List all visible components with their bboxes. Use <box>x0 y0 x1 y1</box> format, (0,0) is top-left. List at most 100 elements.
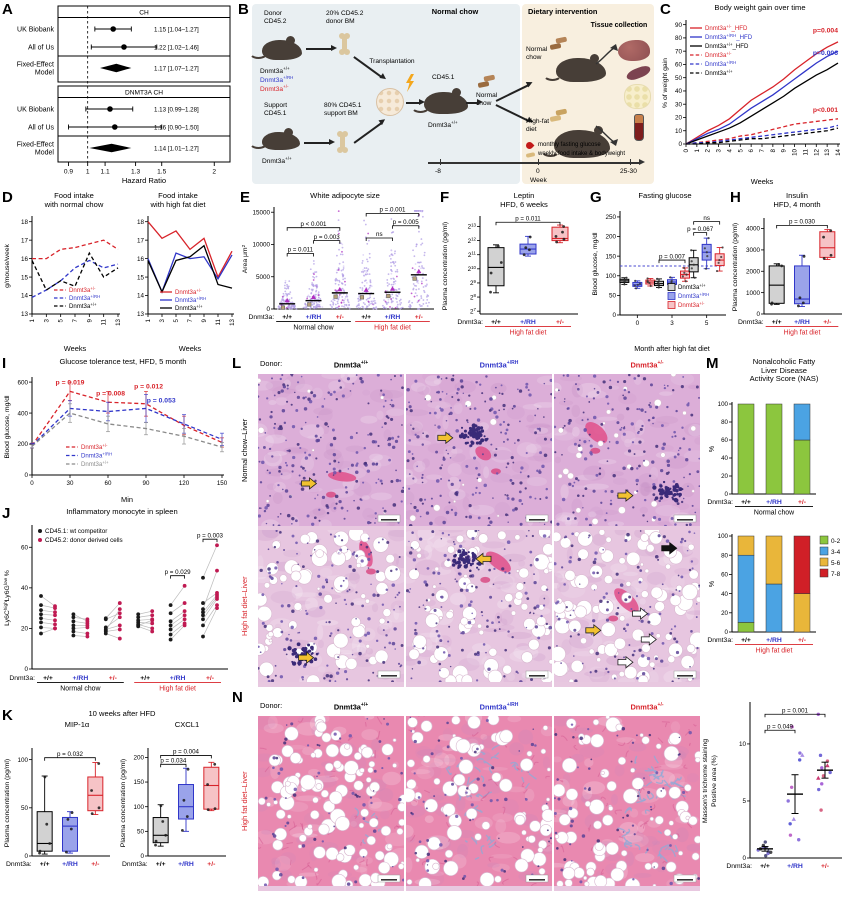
monocyte-chart: 0 20 40 60 Ly6Chigh​Ly6Glow​ % CD45.1: wt com… <box>2 519 232 711</box>
svg-text:7-8: 7-8 <box>831 571 841 578</box>
svg-text:Normal chow: Normal chow <box>60 686 100 693</box>
svg-text:200: 200 <box>605 234 616 241</box>
irradiation-lightning-icon <box>406 74 414 92</box>
svg-text:7: 7 <box>72 318 79 322</box>
svg-text:40: 40 <box>721 455 728 462</box>
gtt-chart: 0 200 400 600 Blood glucose, mg/dl 0 30 60 90 120… <box>2 369 230 509</box>
svg-text:High fat diet: High fat diet <box>374 325 411 332</box>
donor-arrow <box>306 45 337 51</box>
trichrome-ko <box>542 712 704 894</box>
svg-text:Dnmt3a:: Dnmt3a: <box>457 319 483 326</box>
svg-text:7: 7 <box>187 318 194 322</box>
n-donor-label: Donor: <box>260 701 283 710</box>
svg-text:11: 11 <box>802 148 809 155</box>
svg-text:29​: 29​ <box>470 279 477 287</box>
svg-text:40: 40 <box>675 88 683 95</box>
svg-text:+/-: +/- <box>798 499 806 506</box>
collection-arrows <box>595 44 618 146</box>
svg-text:Dnmt3a:: Dnmt3a: <box>122 861 148 868</box>
trichrome-quant-chart: 0 5 10 Masson's trichrome staining Positive … <box>700 690 846 900</box>
svg-text:2000: 2000 <box>746 268 761 275</box>
svg-text:+/+: +/+ <box>760 863 770 870</box>
hfd-mouse-icon <box>541 126 610 158</box>
svg-text:15: 15 <box>137 274 145 281</box>
svg-text:28​: 28​ <box>470 293 477 301</box>
svg-text:Dnmt3a+/RH​: Dnmt3a+/RH​ <box>678 292 709 300</box>
svg-text:50: 50 <box>21 805 29 812</box>
fasting-glucose-chart: 0 50 100 150 200 250 Blood glucose, mg/dl 0 3 5 Mo… <box>590 203 730 358</box>
svg-text:+/-: +/- <box>207 861 215 868</box>
svg-text:Dnmt3a+/-​: Dnmt3a+/-​ <box>175 288 202 296</box>
svg-text:8: 8 <box>770 148 777 152</box>
panel-d-label: D <box>2 189 13 206</box>
svg-text:Model: Model <box>35 149 55 156</box>
svg-text:+/+: +/+ <box>741 637 751 644</box>
n-col-wt: Dnmt3a+/+ <box>333 702 369 712</box>
svg-text:Ly6Chigh​Ly6Glow​ %: Ly6Chigh​Ly6Glow​ % <box>3 570 11 626</box>
svg-text:100: 100 <box>17 757 28 764</box>
support-genotype: Dnmt3a+/+ <box>262 156 292 166</box>
svg-text:Dnmt3a+/-​: Dnmt3a+/-​ <box>69 286 96 294</box>
insulin-title: Insulin HFD, 4 month <box>773 191 821 209</box>
svg-text:+/+: +/+ <box>361 314 371 321</box>
timeline-tick-0 <box>538 159 540 165</box>
liver-he-hfd-wt <box>252 523 413 689</box>
svg-text:9: 9 <box>781 148 788 152</box>
svg-text:80: 80 <box>675 35 683 42</box>
timeline-week: Week <box>530 177 547 184</box>
svg-text:1.1: 1.1 <box>100 169 109 176</box>
svg-text:+/RH: +/RH <box>170 675 186 682</box>
support-mouse-icon <box>249 128 300 150</box>
mip1a-chart: 0 50 100 Plasma concentration (pg/ml) p = 0.… <box>2 734 116 900</box>
svg-text:Plasma concentration (pg/ml): Plasma concentration (pg/ml) <box>732 223 739 311</box>
panel-a: A CH UK Biobank 1.15 [1.04–1.27] All of Us 1… <box>2 2 234 188</box>
fat-tissue-icon <box>624 84 651 109</box>
svg-text:30: 30 <box>67 480 74 487</box>
svg-text:27​: 27​ <box>470 307 477 315</box>
svg-text:0: 0 <box>24 472 28 479</box>
svg-text:1.16 [0.90–1.50]: 1.16 [0.90–1.50] <box>154 124 199 131</box>
svg-text:200: 200 <box>133 755 144 762</box>
svg-text:4: 4 <box>726 148 733 152</box>
leptin-title: Leptin HFD, 6 weeks <box>500 191 548 209</box>
panel-l-label: L <box>232 355 242 372</box>
svg-text:Dnmt3a+/+​: Dnmt3a+/+​ <box>81 460 109 468</box>
k-header: 10 weeks after HFD <box>88 709 156 718</box>
svg-text:Dnmt3a+/+​: Dnmt3a+/+​ <box>69 302 97 310</box>
svg-text:1.15 [1.04–1.27]: 1.15 [1.04–1.27] <box>154 26 199 33</box>
svg-text:+/-: +/- <box>415 314 423 321</box>
svg-text:+/+: +/+ <box>741 499 751 506</box>
svg-text:+/+: +/+ <box>140 675 150 682</box>
svg-text:0: 0 <box>24 853 28 860</box>
recipient-to-chow-arrow <box>466 99 483 105</box>
donor-genotype-wt: Dnmt3a+/+ <box>260 66 290 76</box>
svg-text:p = 0.004: p = 0.004 <box>173 749 200 756</box>
svg-text:+/RH: +/RH <box>385 314 401 321</box>
svg-text:5: 5 <box>742 798 746 805</box>
svg-text:All of Us: All of Us <box>28 124 55 131</box>
svg-text:1.5: 1.5 <box>157 169 166 176</box>
support-arrow <box>304 139 335 145</box>
svg-text:p=0.004: p=0.004 <box>813 28 838 35</box>
svg-text:Blood glucose, mg/dl: Blood glucose, mg/dl <box>592 232 599 296</box>
liver-he-nc-wt <box>250 367 406 532</box>
svg-text:+/-: +/- <box>823 319 831 326</box>
svg-text:+/RH: +/RH <box>178 861 194 868</box>
svg-text:5: 5 <box>737 148 744 152</box>
panel-n-scatter: 0 5 10 Masson's trichrome staining Positive … <box>700 690 846 898</box>
svg-text:+/-: +/- <box>336 314 344 321</box>
svg-text:Blood glucose, mg/dl: Blood glucose, mg/dl <box>4 395 11 459</box>
branch-chow-label: Normal chow <box>526 46 548 61</box>
svg-text:14: 14 <box>137 293 145 300</box>
tissue-collection-header: Tissue collection <box>590 22 648 29</box>
svg-text:% of weight gain: % of weight gain <box>662 58 669 108</box>
svg-text:70: 70 <box>675 48 683 55</box>
svg-text:0: 0 <box>725 629 729 636</box>
svg-text:Positive area (%): Positive area (%) <box>711 755 718 807</box>
body-weight-chart: 0 10 20 30 40 50 60 70 80 90% of weight gain 0 1 2 3 4… <box>660 16 846 191</box>
svg-text:17: 17 <box>21 237 29 244</box>
svg-text:16: 16 <box>21 256 29 263</box>
panel-c: C Body weight gain over time 0 10 20 30 40 50… <box>660 2 846 188</box>
food-intake-nc-title: Food intake with normal chow <box>44 191 104 209</box>
